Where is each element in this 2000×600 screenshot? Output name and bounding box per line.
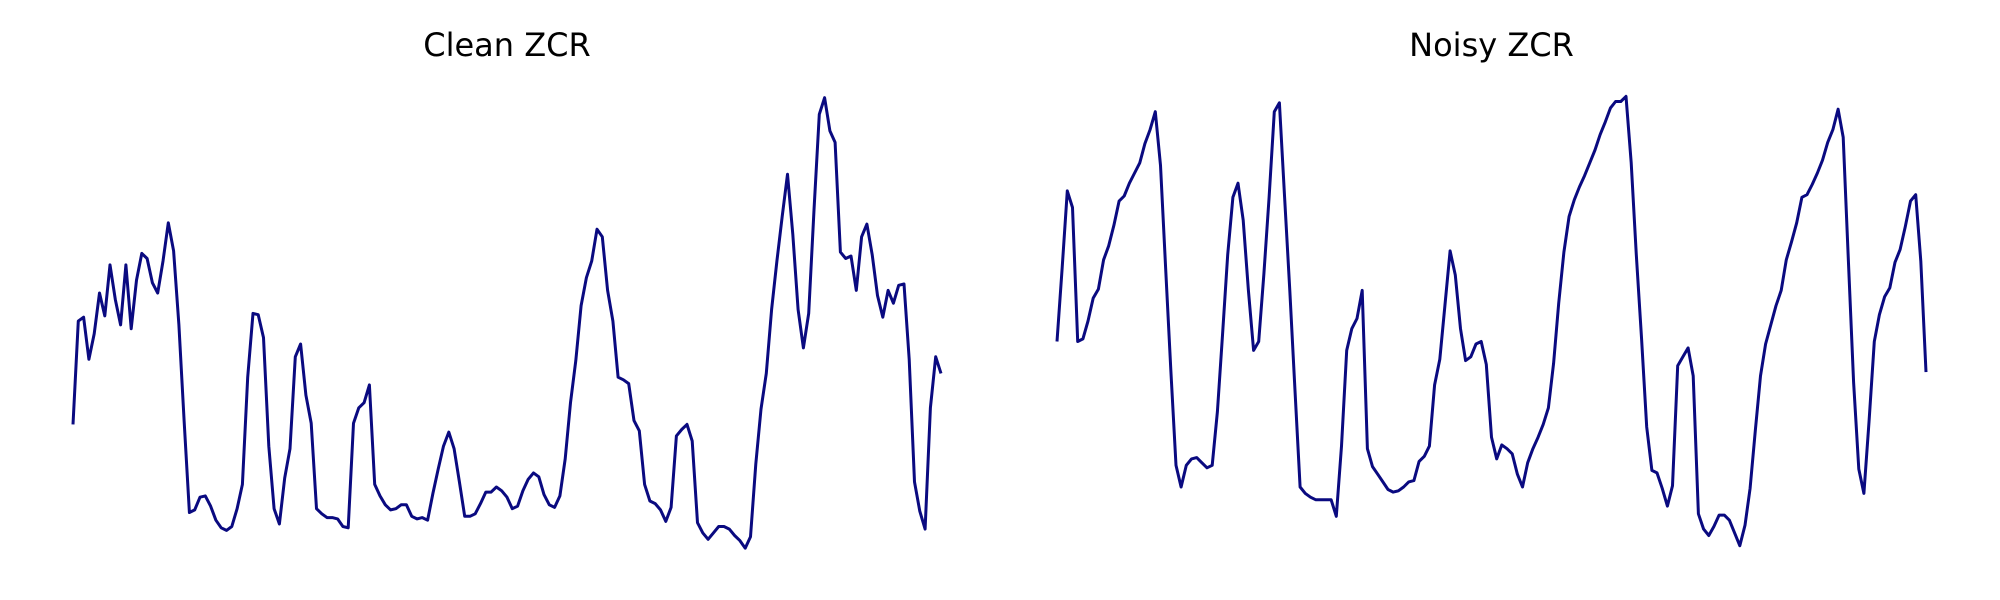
data-line: [1055, 94, 1928, 548]
chart-title: Clean ZCR: [423, 26, 590, 64]
data-line: [71, 96, 943, 550]
chart-title: Noisy ZCR: [1409, 26, 1574, 64]
